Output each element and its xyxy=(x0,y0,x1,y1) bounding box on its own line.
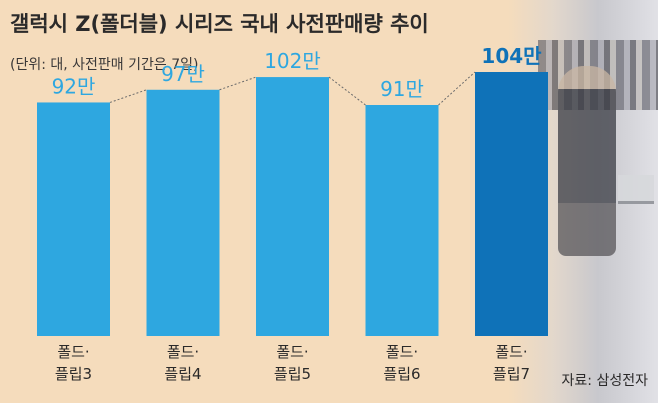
category-label-1-line-2: 플립3 xyxy=(55,365,92,383)
data-label-4: 91만 xyxy=(380,77,424,101)
data-label-2: 97만 xyxy=(161,62,205,86)
data-label-1: 92만 xyxy=(52,74,96,98)
photo-laptop xyxy=(618,175,654,204)
connector-line-4 xyxy=(438,71,476,106)
category-label-2-line-2: 플립4 xyxy=(164,365,201,383)
category-label-5-line-1: 폴드· xyxy=(495,343,527,361)
bar-1 xyxy=(37,102,110,336)
category-label-3-line-1: 폴드· xyxy=(276,343,308,361)
category-label-2-line-1: 폴드· xyxy=(167,343,199,361)
category-label-5-line-2: 플립7 xyxy=(493,365,530,383)
bar-4 xyxy=(365,105,439,336)
category-label-4-line-1: 폴드· xyxy=(386,343,418,361)
source-note: 자료: 삼성전자 xyxy=(561,373,648,389)
chart-subtitle: (단위: 대, 사전판매 기간은 7일) xyxy=(10,57,199,73)
bar-3 xyxy=(256,77,329,337)
category-label-4-line-2: 플립6 xyxy=(383,365,420,383)
category-label-3-line-2: 플립5 xyxy=(274,365,311,383)
chart-title: 갤럭시 Z(폴더블) 시리즈 국내 사전판매량 추이 xyxy=(10,12,429,36)
photo-person xyxy=(558,66,616,256)
bar-5 xyxy=(475,72,548,336)
data-label-3: 102만 xyxy=(264,49,321,73)
data-label-5: 104만 xyxy=(481,44,542,68)
connector-line-3 xyxy=(328,76,366,106)
bar-2 xyxy=(146,89,220,337)
connector-line-2 xyxy=(219,76,257,91)
category-label-1-line-1: 폴드· xyxy=(57,343,89,361)
connector-line-1 xyxy=(109,89,147,103)
